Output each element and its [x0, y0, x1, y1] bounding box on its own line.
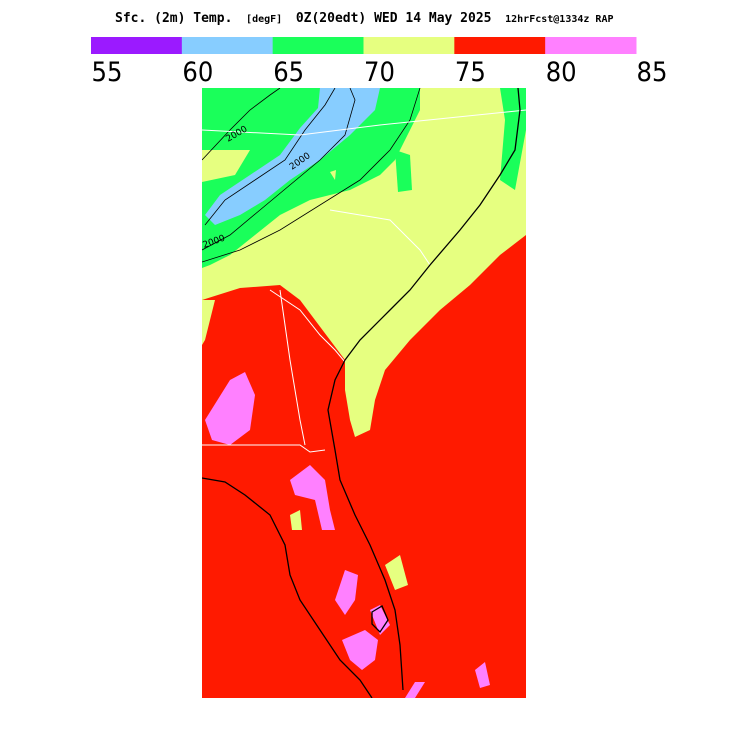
state-line: [329, 209, 431, 266]
state-line: [202, 444, 326, 453]
colorbar-label: 70: [364, 57, 395, 88]
temp-region: [342, 630, 378, 670]
colorbar-label: 80: [546, 57, 577, 88]
colorbar-bin: [363, 37, 455, 54]
temp-region: [290, 465, 335, 530]
coastline: [327, 359, 404, 691]
state-line: [269, 289, 346, 363]
contour-line: [202, 88, 421, 263]
title-field: Sfc. (2m) Temp.: [115, 11, 232, 26]
title-valid: 0Z(20edt) WED 14 May 2025: [296, 11, 492, 26]
colorbar-bin: [272, 37, 364, 54]
colorbar-bin: [181, 37, 274, 54]
colorbar-bin: [454, 37, 546, 54]
temp-region: [205, 372, 255, 445]
temp-region: [202, 300, 215, 345]
temp-region: [330, 170, 336, 180]
colorbar: 55 60 65 70 75 80 85: [91, 37, 667, 88]
colorbar-label: 65: [273, 57, 304, 88]
colorbar-label: 60: [182, 57, 213, 88]
state-line: [202, 109, 526, 136]
contour-line: [204, 88, 336, 226]
colorbar-label: 75: [455, 57, 486, 88]
temp-region: [475, 662, 490, 688]
coastline: [202, 477, 373, 698]
contour-line: [202, 88, 281, 161]
colorbar-bin: [545, 37, 637, 54]
temp-region: [385, 555, 408, 590]
title-units: [degF]: [246, 14, 282, 25]
temp-region: [202, 150, 250, 182]
lake: [371, 605, 389, 634]
title-run: 12hrFcst@1334z RAP: [505, 14, 613, 25]
temp-region: [405, 682, 425, 698]
contour-line: [202, 88, 356, 251]
temp-region: [335, 570, 358, 615]
coastline: [344, 88, 521, 361]
temp-region: [395, 150, 412, 192]
state-line: [279, 289, 306, 446]
colorbar-bin: [91, 37, 183, 54]
temp-region: [290, 510, 302, 530]
map-title: Sfc. (2m) Temp. [degF] 0Z(20edt) WED 14 …: [115, 7, 614, 26]
temp-region: [205, 88, 380, 225]
colorbar-label: 85: [637, 57, 668, 88]
temp-region: [370, 605, 390, 635]
colorbar-label: 55: [92, 57, 123, 88]
map: 2000 2000 2000: [202, 88, 526, 698]
